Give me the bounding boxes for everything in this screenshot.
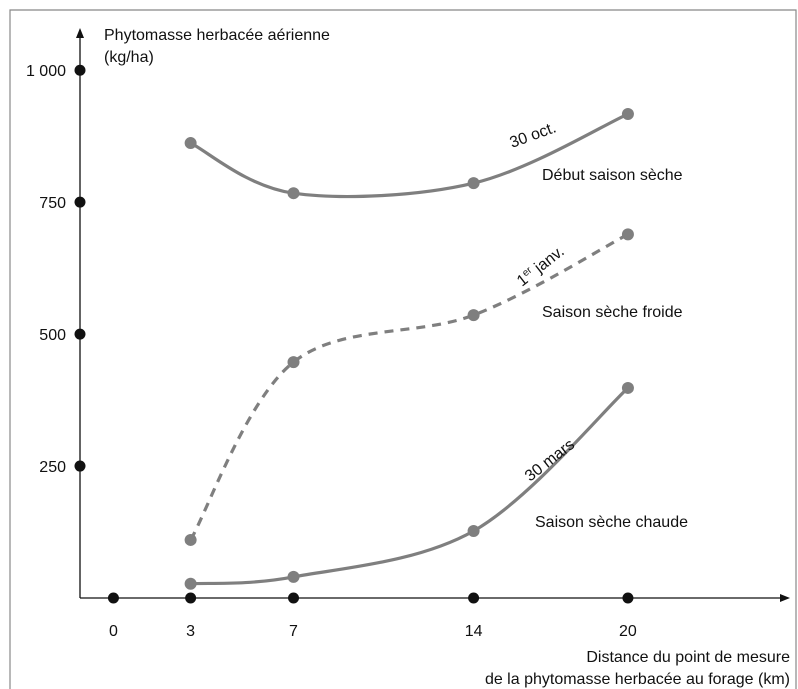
x-tick (468, 592, 480, 604)
series-caption: Saison sèche chaude (535, 514, 688, 531)
x-tick (107, 592, 119, 604)
frame (9, 9, 797, 689)
x-tick-label: 7 (289, 623, 298, 640)
y-tick-label: 1 000 (26, 63, 66, 80)
x-tick-label: 14 (465, 623, 483, 640)
series-line (189, 112, 629, 199)
x-tick-label: 3 (186, 623, 195, 640)
data-point (621, 228, 634, 241)
x-tick-label: 20 (619, 623, 637, 640)
data-point (287, 570, 300, 583)
series-line (190, 386, 630, 586)
y-axis-arrow (76, 28, 84, 38)
data-point (184, 577, 197, 590)
y-tick (74, 196, 86, 208)
x-tick (185, 592, 197, 604)
series-caption: Début saison sèche (542, 167, 683, 184)
y-axis-label: Phytomasse herbacée aérienne (104, 27, 330, 44)
x-tick-label: 0 (109, 623, 118, 640)
y-tick (74, 64, 86, 76)
series-line (189, 232, 629, 541)
x-axis-label: Distance du point de mesure (586, 649, 790, 666)
data-point (184, 533, 197, 546)
data-point (184, 137, 197, 150)
data-point (621, 108, 634, 121)
y-tick (74, 328, 86, 340)
data-point (621, 381, 634, 394)
series-label: 30 oct. (508, 119, 559, 151)
x-axis-label: de la phytomasse herbacée au forage (km) (485, 671, 790, 688)
x-tick (288, 592, 300, 604)
data-point (467, 177, 480, 190)
data-point (467, 309, 480, 322)
x-tick (622, 592, 634, 604)
series-label: 30 mars (522, 436, 578, 485)
data-point (287, 356, 300, 369)
y-tick-label: 750 (39, 195, 66, 212)
y-tick (74, 460, 86, 472)
data-point (467, 524, 480, 537)
x-axis-arrow (780, 594, 790, 602)
data-point (287, 187, 300, 200)
series-caption: Saison sèche froide (542, 304, 683, 321)
y-axis-label: (kg/ha) (104, 49, 154, 66)
y-tick-label: 500 (39, 327, 66, 344)
series-label-part: janv. (528, 243, 568, 279)
y-tick-label: 250 (39, 459, 66, 476)
